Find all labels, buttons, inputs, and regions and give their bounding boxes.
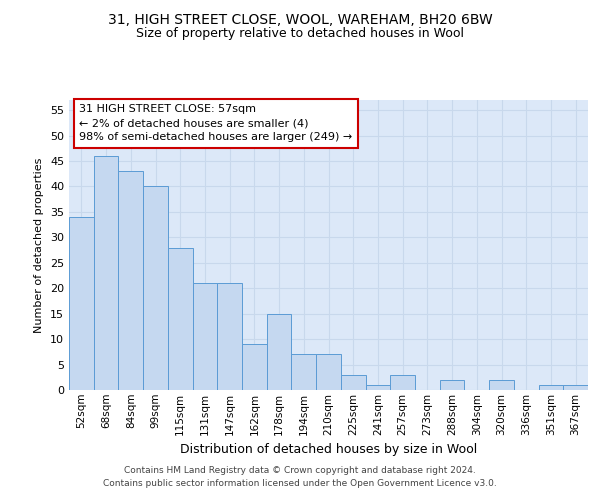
- Bar: [217, 283, 242, 390]
- Bar: [267, 314, 292, 390]
- Bar: [316, 354, 341, 390]
- Bar: [489, 380, 514, 390]
- Bar: [94, 156, 118, 390]
- Bar: [143, 186, 168, 390]
- Bar: [390, 374, 415, 390]
- Bar: [341, 374, 365, 390]
- Bar: [563, 385, 588, 390]
- Text: Contains HM Land Registry data © Crown copyright and database right 2024.
Contai: Contains HM Land Registry data © Crown c…: [103, 466, 497, 487]
- X-axis label: Distribution of detached houses by size in Wool: Distribution of detached houses by size …: [180, 443, 477, 456]
- Text: 31, HIGH STREET CLOSE, WOOL, WAREHAM, BH20 6BW: 31, HIGH STREET CLOSE, WOOL, WAREHAM, BH…: [107, 12, 493, 26]
- Bar: [69, 217, 94, 390]
- Bar: [440, 380, 464, 390]
- Bar: [168, 248, 193, 390]
- Y-axis label: Number of detached properties: Number of detached properties: [34, 158, 44, 332]
- Bar: [118, 171, 143, 390]
- Text: 31 HIGH STREET CLOSE: 57sqm
← 2% of detached houses are smaller (4)
98% of semi-: 31 HIGH STREET CLOSE: 57sqm ← 2% of deta…: [79, 104, 353, 142]
- Text: Size of property relative to detached houses in Wool: Size of property relative to detached ho…: [136, 28, 464, 40]
- Bar: [539, 385, 563, 390]
- Bar: [193, 283, 217, 390]
- Bar: [292, 354, 316, 390]
- Bar: [365, 385, 390, 390]
- Bar: [242, 344, 267, 390]
